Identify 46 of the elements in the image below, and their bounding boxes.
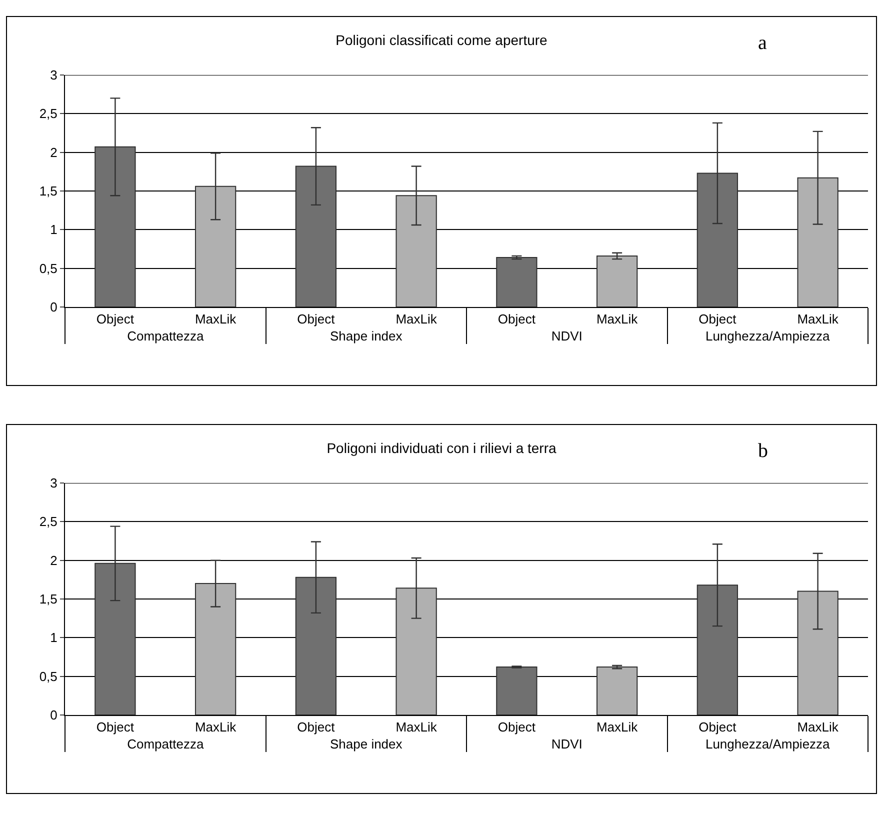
- text: Shape index: [330, 736, 403, 752]
- y-tick-label: 1,5: [39, 184, 58, 199]
- text: Shape index: [330, 328, 403, 344]
- bar: [596, 666, 638, 715]
- x-tick-label: Object: [498, 312, 536, 327]
- x-tick-label: Object: [96, 312, 134, 327]
- x-tick-label: Object: [698, 720, 737, 735]
- bar: [496, 666, 538, 715]
- text: Compattezza: [127, 736, 204, 752]
- text: NDVI: [551, 328, 582, 344]
- y-tick-label: 3: [50, 476, 58, 491]
- text: Compattezza: [127, 328, 204, 344]
- x-tick-label: Object: [498, 720, 536, 735]
- y-tick-label: 1: [50, 630, 58, 646]
- text: a: [758, 32, 767, 54]
- x-tick-label: MaxLik: [396, 720, 438, 735]
- y-tick-label: 0,5: [39, 668, 58, 684]
- x-tick-label: MaxLik: [797, 312, 839, 327]
- y-tick-label: 2: [50, 144, 58, 160]
- y-tick-label: 0,5: [39, 260, 58, 276]
- x-tick-label: Object: [96, 720, 134, 735]
- y-tick-label: 0: [50, 708, 58, 723]
- y-tick-label: 2: [50, 552, 58, 568]
- y-tick-label: 2,5: [39, 106, 58, 122]
- x-tick-label: Object: [297, 720, 336, 735]
- y-tick-label: 3: [50, 68, 58, 83]
- x-tick-label: Object: [698, 312, 737, 327]
- x-tick-label: MaxLik: [596, 720, 638, 735]
- y-tick-label: 1: [50, 222, 58, 238]
- x-tick-label: MaxLik: [396, 312, 438, 327]
- x-tick-label: MaxLik: [194, 312, 237, 327]
- chart-title: Poligoni individuati con i rilievi a terra: [326, 440, 556, 456]
- text: Lunghezza/Ampiezza: [705, 328, 831, 344]
- text: NDVI: [551, 736, 582, 752]
- text: Lunghezza/Ampiezza: [705, 736, 831, 752]
- bar: [496, 257, 538, 307]
- x-tick-label: MaxLik: [797, 720, 839, 735]
- y-tick-label: 1,5: [39, 592, 58, 607]
- y-tick-label: 2,5: [39, 514, 58, 530]
- chart-title: Poligoni classificati come aperture: [336, 32, 548, 48]
- x-tick-label: Object: [297, 312, 336, 327]
- y-tick-label: 0: [50, 300, 58, 315]
- text: b: [758, 440, 768, 462]
- x-tick-label: MaxLik: [596, 312, 638, 327]
- bar: [596, 255, 638, 307]
- x-tick-label: MaxLik: [194, 720, 237, 735]
